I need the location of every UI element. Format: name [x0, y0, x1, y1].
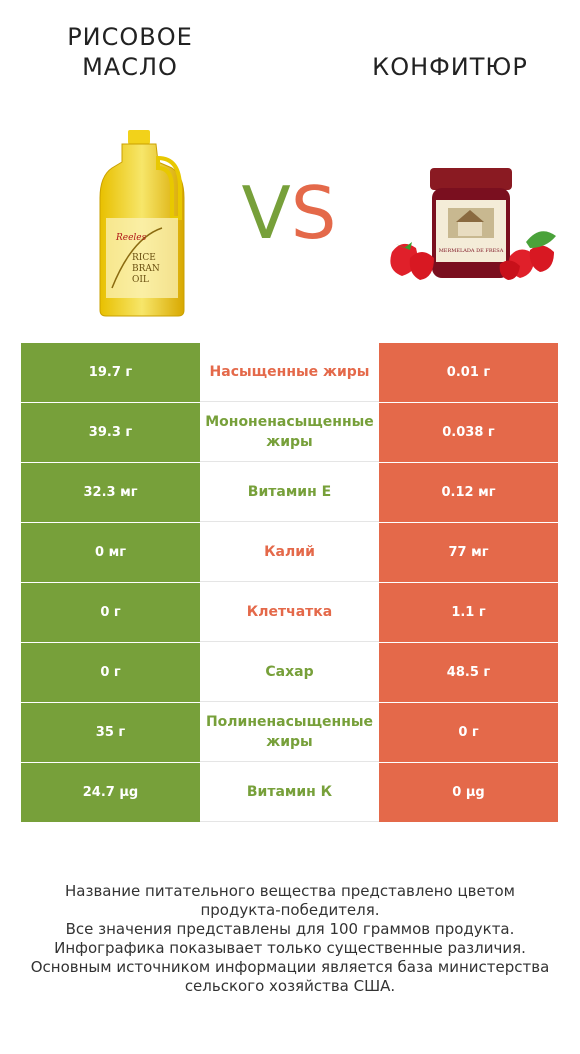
right-value: 0 µg: [379, 763, 558, 822]
table-row: 0 мг Калий 77 мг: [21, 523, 558, 582]
right-value: 0.01 г: [379, 343, 558, 402]
table-row: 32.3 мг Витамин Е 0.12 мг: [21, 463, 558, 522]
footer-line: Инфографика показывает только существенн…: [54, 939, 526, 957]
left-value: 0 г: [21, 583, 200, 642]
table-row: 35 г Полиненасыщенные жиры 0 г: [21, 703, 558, 762]
bottle-label-rice: RICE: [132, 253, 156, 263]
table-row: 39.3 г Мононенасыщенные жиры 0.038 г: [21, 403, 558, 462]
left-value: 35 г: [21, 703, 200, 762]
nutrient-name: Насыщенные жиры: [200, 343, 379, 402]
nutrient-name: Клетчатка: [200, 583, 379, 642]
jam-jar-image: MERMELADA DE FRESA: [390, 168, 556, 280]
right-value: 48.5 г: [379, 643, 558, 702]
right-value: 0 г: [379, 703, 558, 762]
nutrient-name: Сахар: [200, 643, 379, 702]
comparison-table: 19.7 г Насыщенные жиры 0.01 г 39.3 г Мононен…: [21, 343, 558, 823]
footer-line: продукта-победителя.: [200, 901, 380, 919]
right-value: 0.12 мг: [379, 463, 558, 522]
rice-oil-bottle-image: Reeles RICE BRAN OIL: [99, 130, 185, 317]
nutrient-name: Полиненасыщенные жиры: [200, 703, 379, 762]
left-value: 0 г: [21, 643, 200, 702]
footer-line: Все значения представлены для 100 граммо…: [65, 920, 515, 938]
nutrient-name: Витамин К: [200, 763, 379, 822]
bottle-label-oil: OIL: [132, 275, 149, 285]
right-value: 77 мг: [379, 523, 558, 582]
table-row: 0 г Клетчатка 1.1 г: [21, 583, 558, 642]
nutrient-name: Витамин Е: [200, 463, 379, 522]
table-row: 19.7 г Насыщенные жиры 0.01 г: [21, 343, 558, 402]
right-value: 0.038 г: [379, 403, 558, 462]
left-value: 32.3 мг: [21, 463, 200, 522]
left-product-title: РИСОВОЕ МАСЛО: [67, 23, 193, 81]
left-value: 19.7 г: [21, 343, 200, 402]
bottle-brand-text: Reeles: [115, 233, 147, 243]
footer-line: Название питательного вещества представл…: [65, 882, 515, 900]
jar-label-text: MERMELADA DE FRESA: [439, 248, 504, 254]
right-product-title: КОНФИТЮР: [372, 53, 528, 81]
right-value: 1.1 г: [379, 583, 558, 642]
table-row: 0 г Сахар 48.5 г: [21, 643, 558, 702]
bottle-label-bran: BRAN: [132, 264, 160, 274]
footer-line: Основным источником информации является …: [30, 958, 550, 976]
nutrient-name: Мононенасыщенные жиры: [200, 403, 379, 462]
footer-line: сельского хозяйства США.: [184, 977, 396, 995]
left-value: 24.7 µg: [21, 763, 200, 822]
vs-label: VS: [241, 171, 337, 255]
nutrient-name: Калий: [200, 523, 379, 582]
footer-note: Название питательного вещества представл…: [20, 882, 560, 996]
left-value: 0 мг: [21, 523, 200, 582]
left-value: 39.3 г: [21, 403, 200, 462]
